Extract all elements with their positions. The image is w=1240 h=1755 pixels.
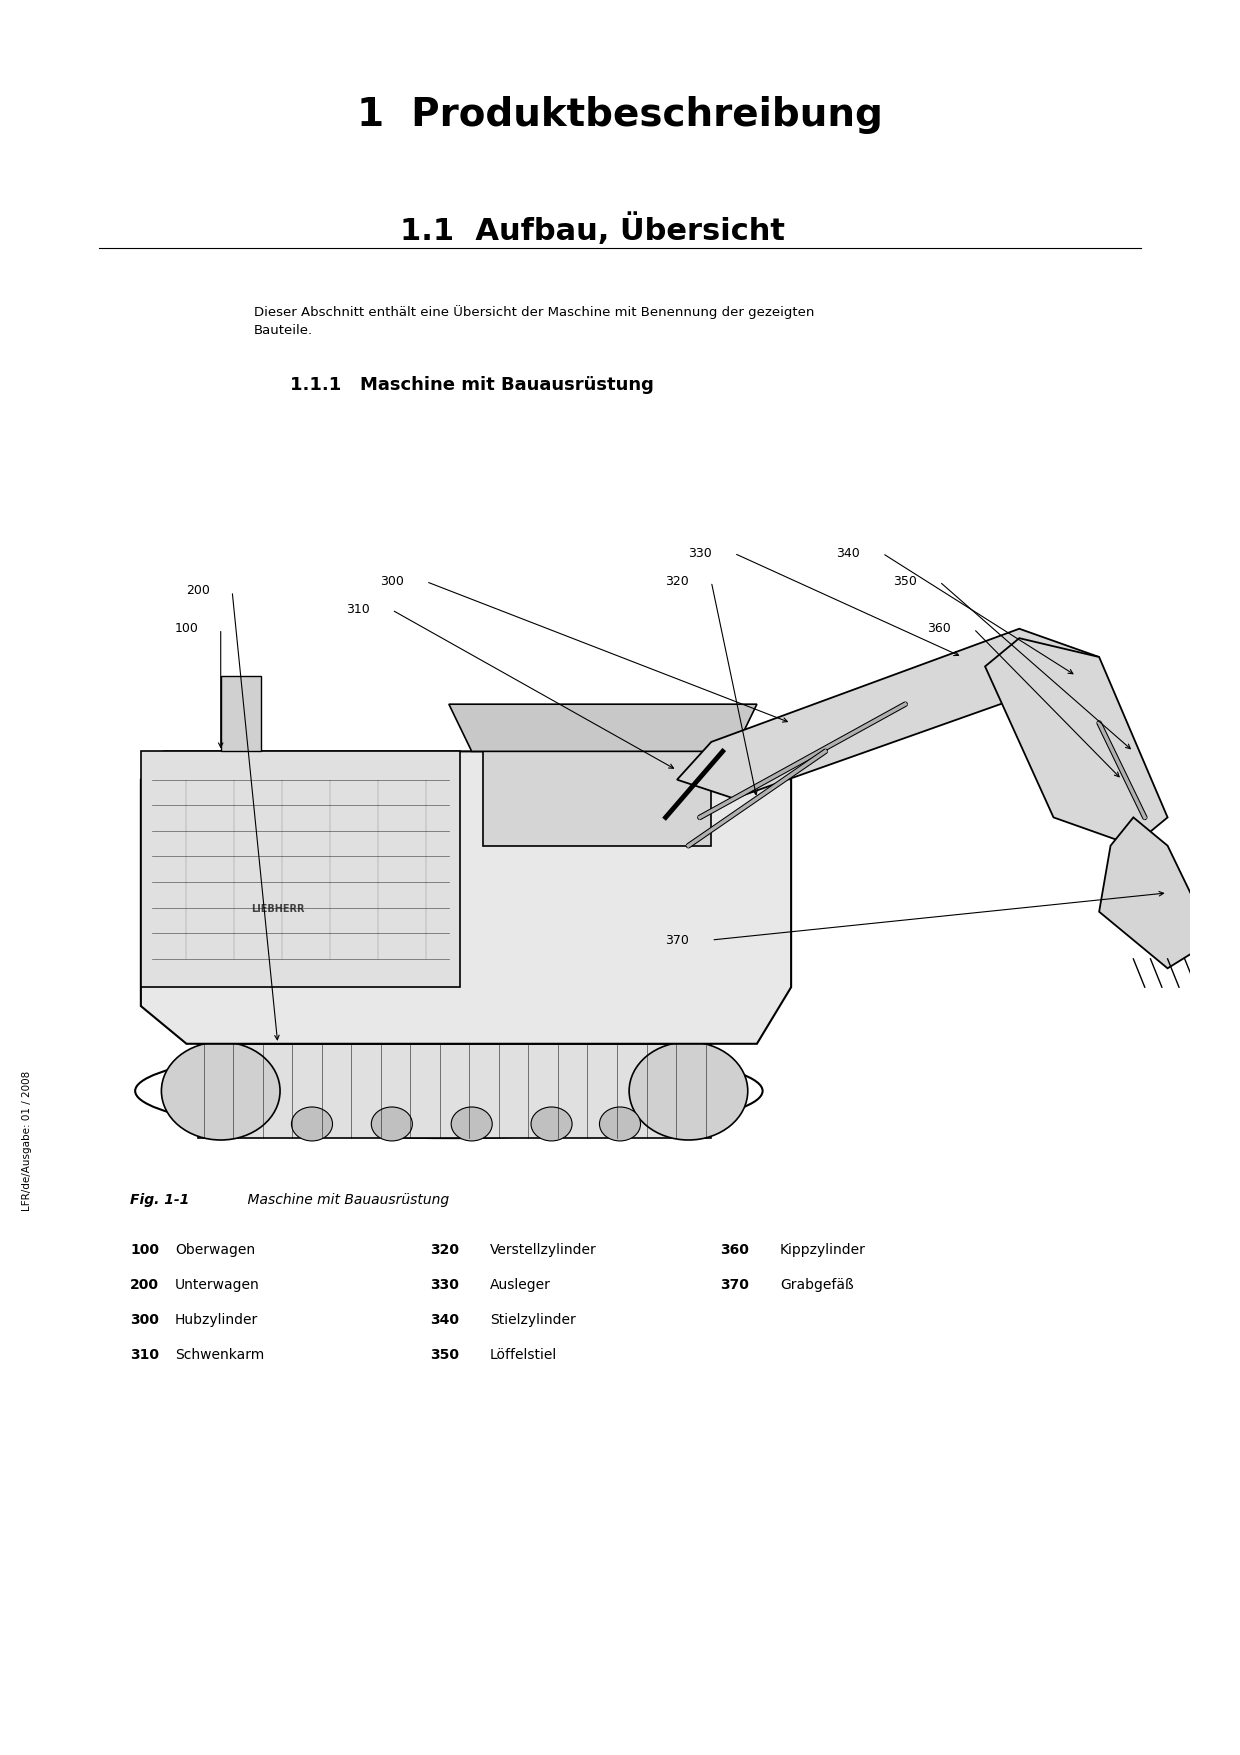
Text: Fig. 1-1: Fig. 1-1 (130, 1193, 190, 1207)
Text: 300: 300 (130, 1313, 159, 1327)
Text: Dieser Abschnitt enthält eine Übersicht der Maschine mit Benennung der gezeigten: Dieser Abschnitt enthält eine Übersicht … (254, 305, 815, 337)
Text: 360: 360 (928, 623, 951, 635)
Text: 310: 310 (346, 604, 370, 616)
Text: 350: 350 (893, 576, 918, 588)
Text: 1  Produktbeschreibung: 1 Produktbeschreibung (357, 97, 883, 133)
Text: 320: 320 (665, 576, 689, 588)
Text: Ausleger: Ausleger (490, 1278, 551, 1292)
Circle shape (451, 1107, 492, 1141)
Text: Oberwagen: Oberwagen (175, 1243, 255, 1257)
Text: 300: 300 (379, 576, 404, 588)
Text: 200: 200 (130, 1278, 159, 1292)
Text: Löffelstiel: Löffelstiel (490, 1348, 557, 1362)
Text: 100: 100 (130, 1243, 159, 1257)
Text: Schwenkarm: Schwenkarm (175, 1348, 264, 1362)
Text: 330: 330 (430, 1278, 459, 1292)
Circle shape (629, 1042, 748, 1141)
Text: Grabgefäß: Grabgefäß (780, 1278, 854, 1292)
Text: Stielzylinder: Stielzylinder (490, 1313, 575, 1327)
Polygon shape (677, 628, 1099, 799)
Text: Maschine mit Bauausrüstung: Maschine mit Bauausrüstung (229, 1193, 449, 1207)
Polygon shape (141, 751, 460, 986)
Text: 200: 200 (186, 584, 210, 597)
Polygon shape (1099, 818, 1213, 969)
Text: 310: 310 (130, 1348, 159, 1362)
Polygon shape (449, 704, 756, 751)
Text: Verstellzylinder: Verstellzylinder (490, 1243, 596, 1257)
Circle shape (291, 1107, 332, 1141)
Polygon shape (484, 751, 712, 846)
Bar (198, 1044, 712, 1139)
Text: LFR/de/Ausgabe: 01 / 2008: LFR/de/Ausgabe: 01 / 2008 (22, 1071, 32, 1211)
Circle shape (531, 1107, 572, 1141)
Text: Kippzylinder: Kippzylinder (780, 1243, 866, 1257)
Text: 1.1.1   Maschine mit Bauausrüstung: 1.1.1 Maschine mit Bauausrüstung (290, 376, 653, 395)
Text: 340: 340 (430, 1313, 459, 1327)
Text: 370: 370 (720, 1278, 749, 1292)
Text: 360: 360 (720, 1243, 749, 1257)
Text: 370: 370 (665, 934, 689, 946)
Circle shape (371, 1107, 413, 1141)
Polygon shape (985, 639, 1168, 846)
Text: 340: 340 (836, 548, 861, 560)
Polygon shape (141, 751, 791, 1044)
Text: 100: 100 (175, 623, 198, 635)
Text: 330: 330 (688, 548, 712, 560)
Circle shape (599, 1107, 641, 1141)
Text: LIEBHERR: LIEBHERR (250, 904, 305, 914)
Text: 320: 320 (430, 1243, 459, 1257)
Bar (221, 676, 260, 751)
Circle shape (161, 1042, 280, 1141)
Text: Hubzylinder: Hubzylinder (175, 1313, 258, 1327)
Text: Unterwagen: Unterwagen (175, 1278, 259, 1292)
Text: 1.1  Aufbau, Übersicht: 1.1 Aufbau, Übersicht (401, 214, 785, 246)
Text: 350: 350 (430, 1348, 459, 1362)
